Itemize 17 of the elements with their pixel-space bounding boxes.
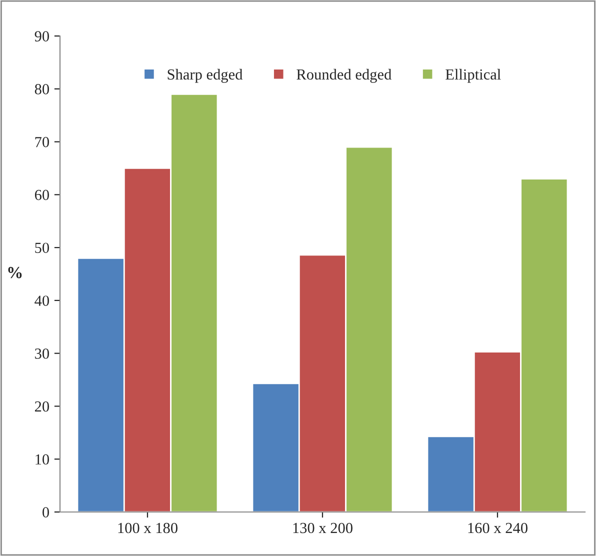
x-tick-label: 100 x 180: [118, 522, 178, 534]
y-tick-label: 0: [42, 507, 49, 518]
y-axis-title: %: [8, 266, 22, 278]
y-tick-label: 50: [35, 242, 49, 254]
y-tick-label: 70: [35, 136, 49, 148]
y-tick-label: 80: [34, 84, 49, 94]
y-tick-label: 20: [34, 401, 49, 412]
y-tick-label: 60: [34, 190, 49, 200]
x-tick-label: 130 x 200: [293, 522, 352, 534]
legend-label: Rounded edged: [296, 68, 392, 83]
y-tick-label: 30: [35, 348, 49, 359]
x-tick-label: 160 x 240: [468, 522, 528, 534]
y-tick-label: 40: [34, 296, 49, 306]
legend-label: Sharp edged: [168, 68, 243, 83]
y-tick-label: 10: [36, 454, 49, 465]
y-tick-label: 90: [34, 31, 49, 42]
legend-label: Elliptical: [446, 68, 501, 83]
